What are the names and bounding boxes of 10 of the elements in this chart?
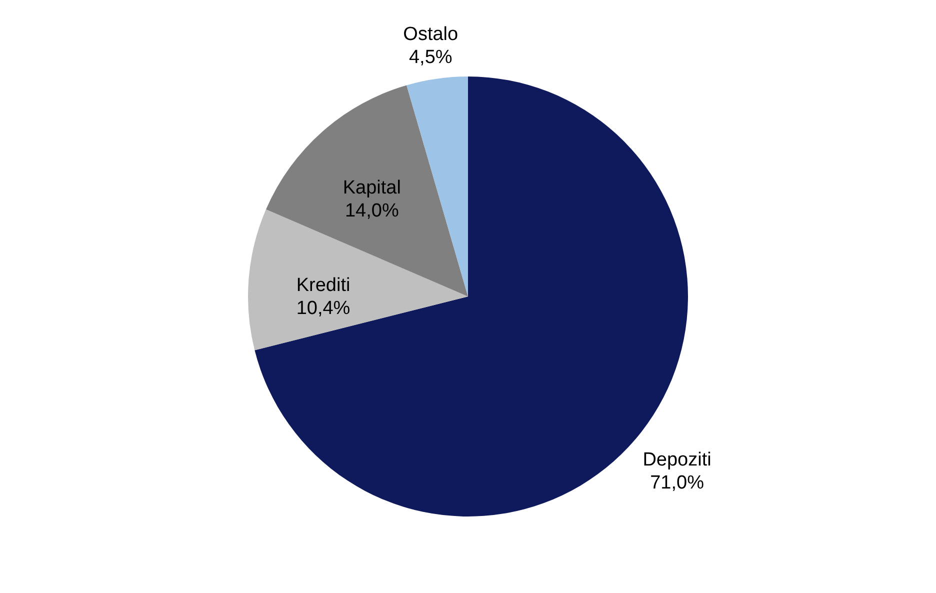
data-label: 10,4% [296,298,350,319]
slice-label: Ostalo [403,24,458,46]
data-label: 4,5% [408,47,452,68]
slice-label: Depoziti [642,449,712,470]
pie-slice [266,85,468,296]
pie-slice [406,76,468,296]
data-label: 14,0% [344,200,399,222]
slice-label: Krediti [296,274,350,296]
slice-label: Kapital [342,178,401,199]
data-label: 71,0% [650,472,704,494]
